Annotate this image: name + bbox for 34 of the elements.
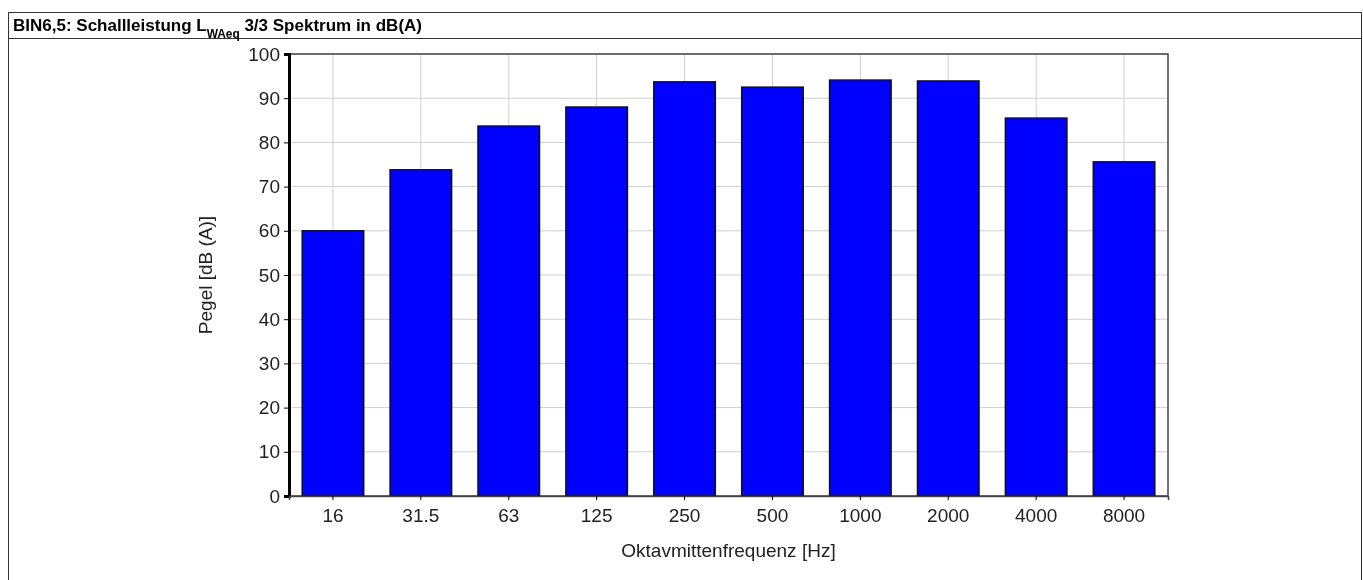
x-tick-label: 1000 <box>839 505 882 527</box>
y-tick-label: 40 <box>258 308 280 330</box>
y-tick-label: 60 <box>258 220 280 242</box>
y-tick-label: 0 <box>269 485 280 507</box>
y-tick-label: 30 <box>258 352 280 374</box>
x-tick-label: 125 <box>580 505 613 527</box>
bar <box>477 125 541 497</box>
bar <box>740 86 804 497</box>
bar <box>1092 161 1156 497</box>
y-tick-label: 80 <box>258 131 280 153</box>
x-tick-label: 63 <box>498 505 520 527</box>
y-tick-label: 20 <box>258 397 280 419</box>
y-tick-label: 70 <box>258 176 280 198</box>
chart-title: BIN6,5: Schallleistung L$_{WAeq}$ 3/3 Spektrum in dB(A) <box>13 16 422 41</box>
x-tick-label: 8000 <box>1102 505 1146 527</box>
x-tick-label: 16 <box>322 505 344 527</box>
bar <box>828 79 892 497</box>
bar <box>389 169 453 497</box>
bar <box>1004 117 1068 497</box>
y-axis-title: Pegel [dB (A)] <box>195 215 216 335</box>
x-tick-label: 500 <box>756 505 789 527</box>
y-tick-label: 10 <box>258 441 280 463</box>
bar <box>916 80 980 497</box>
y-tick-label: 50 <box>258 264 280 286</box>
bar <box>653 81 717 497</box>
bar <box>301 230 365 497</box>
x-axis-title: Oktavmittenfrequenz [Hz] <box>621 540 836 561</box>
x-tick-label: 31.5 <box>402 505 440 527</box>
x-tick-label: 250 <box>668 505 701 527</box>
x-tick-label: 4000 <box>1015 505 1058 527</box>
y-tick-label: 100 <box>248 43 280 65</box>
y-tick-label: 90 <box>258 87 280 109</box>
x-tick-label: 2000 <box>927 505 970 527</box>
bar <box>565 106 629 497</box>
